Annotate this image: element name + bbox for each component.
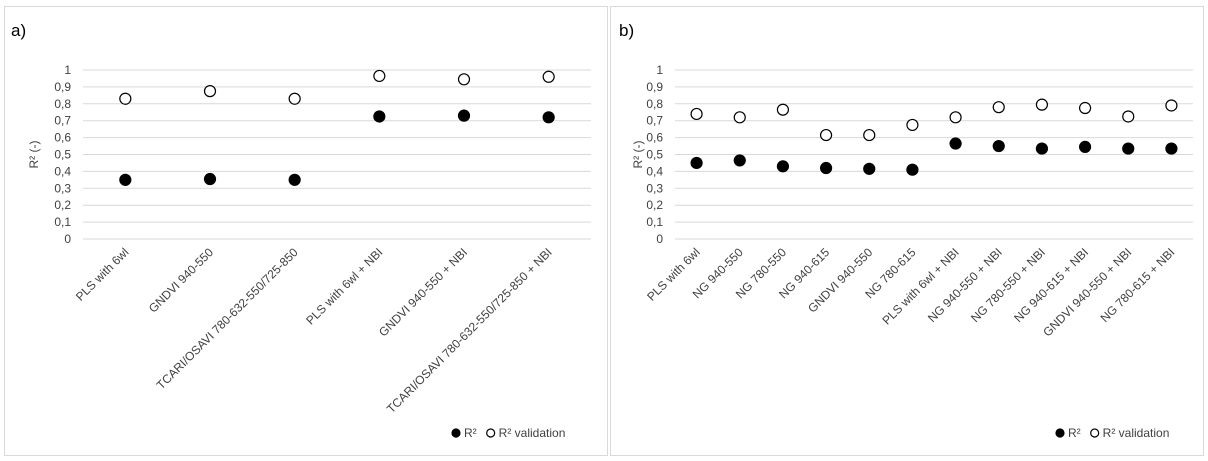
chart-a-point-r2-validation [457, 73, 471, 86]
chart-b-legend-label: R² validation [1103, 426, 1170, 440]
chart-b-y-tick-label: 1 [656, 63, 663, 77]
chart-a-legend-label: R² validation [499, 426, 566, 440]
chart-a-y-tick-label: 0,8 [54, 97, 71, 111]
chart-a-x-category-label: PLS with 6wl + NBI [303, 245, 385, 327]
chart-b-legend-label: R² [1068, 426, 1081, 440]
chart-b-x-category-label: PLS with 6wl + NBI [879, 245, 961, 327]
chart-b-point-r2 [1035, 142, 1049, 155]
chart-b-y-tick-label: 0,7 [646, 114, 663, 128]
chart-a-point-r2-validation [119, 92, 132, 105]
chart-b-y-tick-label: 0,1 [646, 215, 663, 229]
chart-b-y-tick-label: 0 [656, 232, 663, 246]
chart-b-point-r2-validation [1165, 99, 1178, 112]
chart-a-y-tick-label: 0,9 [54, 80, 71, 94]
chart-a-point-r2 [203, 172, 217, 186]
chart-b-point-r2 [992, 139, 1005, 153]
chart-a-y-tick-label: 1 [64, 63, 71, 77]
chart-a-legend-label: R² [464, 426, 477, 440]
chart-b-point-r2-validation [690, 107, 703, 121]
chart-b-point-r2-validation [992, 101, 1005, 114]
chart-b-y-tick-label: 0,6 [646, 131, 663, 145]
chart-b-y-tick-label: 0,8 [646, 97, 663, 111]
chart-b-point-r2-validation [1122, 110, 1135, 123]
chart-b-point-r2 [906, 163, 919, 176]
chart-b-y-axis-title: R² (-) [631, 141, 645, 169]
chart-b-point-r2-validation [863, 128, 876, 142]
chart-a-point-r2 [542, 111, 555, 124]
chart-a-y-axis-title: R² (-) [27, 141, 41, 169]
chart-a-panel-label: a) [11, 21, 26, 40]
chart-a-y-tick-label: 0,2 [54, 198, 71, 212]
chart-b-point-r2 [1078, 140, 1092, 153]
chart-b-point-r2-validation [776, 103, 790, 116]
chart-b-point-r2-validation [906, 118, 919, 132]
chart-b-y-tick-label: 0,5 [646, 148, 663, 162]
chart-b-x-category-label: NG 780-550 + NBI [968, 245, 1048, 325]
chart-panel-b: b) 0 0,1 0,2 0,3 0,4 0,5 0,6 0,7 0,8 0,9 1 R² (-) PLS… [610, 6, 1204, 456]
chart-b-point-r2-validation [1035, 98, 1049, 111]
chart-a-point-r2-validation [203, 85, 217, 98]
chart-b-y-tick-label: 0,2 [646, 198, 663, 212]
chart-a-point-r2-validation [288, 92, 301, 105]
chart-b-point-r2-validation [819, 128, 833, 142]
chart-b-legend-marker [1055, 428, 1065, 438]
chart-b-point-r2 [733, 154, 746, 167]
chart-a-x-category-label: TCARI/OSAVI 780-632-550/725-850 [154, 245, 301, 392]
chart-b-point-r2-validation [1078, 101, 1092, 115]
chart-a-point-r2 [119, 173, 132, 186]
chart-a-y-tick-label: 0,4 [54, 164, 71, 178]
chart-a-x-category-label: GNDVI 940-550 + NBI [376, 245, 470, 339]
chart-b-x-category-label: NG 940-550 + NBI [925, 245, 1005, 325]
chart-a-y-tick-label: 0,3 [54, 181, 71, 195]
chart-a-y-tick-label: 0,1 [54, 215, 71, 229]
chart-a-x-category-label: PLS with 6wl [73, 245, 131, 303]
chart-b-point-r2 [1165, 142, 1178, 155]
chart-a-point-r2 [288, 173, 301, 186]
chart-b-point-r2 [690, 156, 703, 170]
chart-a-y-tick-label: 0 [64, 232, 71, 246]
chart-a-point-r2-validation [373, 69, 386, 83]
chart-b-y-tick-label: 0,9 [646, 80, 663, 94]
chart-b-x-category-label: NG 780-615 + NBI [1098, 245, 1178, 325]
chart-a-y-tick-label: 0,5 [54, 148, 71, 162]
chart-b-legend-marker [1090, 428, 1100, 438]
chart-a-legend-marker [451, 428, 461, 438]
chart-a-point-r2 [373, 110, 386, 123]
chart-b-x-category-label: NG 940-615 + NBI [1011, 245, 1091, 325]
chart-a-point-r2-validation [542, 70, 555, 83]
chart-b-y-tick-label: 0,3 [646, 181, 663, 195]
chart-b-y-tick-label: 0,4 [646, 164, 663, 178]
chart-b-point-r2 [1122, 142, 1135, 155]
chart-a-y-tick-label: 0,6 [54, 131, 71, 145]
chart-panel-a: a) 0 0,1 0,2 0,3 0,4 0,5 0,6 0,7 0,8 0,9 1 R² (-) PLS… [4, 6, 608, 456]
chart-b-svg: b) 0 0,1 0,2 0,3 0,4 0,5 0,6 0,7 0,8 0,9 1 R² (-) PLS… [619, 21, 1193, 440]
chart-a-point-r2 [457, 109, 471, 122]
chart-a-svg: a) 0 0,1 0,2 0,3 0,4 0,5 0,6 0,7 0,8 0,9 1 R² (-) PLS… [11, 21, 591, 440]
chart-a-y-tick-label: 0,7 [54, 114, 71, 128]
chart-b-point-r2-validation [733, 111, 746, 124]
chart-b-point-r2 [819, 161, 833, 175]
chart-a-legend-marker [486, 428, 496, 438]
chart-a-x-category-label: TCARI/OSAVI 780-632-550/725-850 + NBI [384, 245, 555, 416]
chart-b-point-r2 [776, 160, 790, 173]
chart-b-panel-label: b) [619, 21, 634, 40]
chart-a-x-category-label: GNDVI 940-550 [146, 245, 217, 316]
chart-b-point-r2-validation [949, 111, 962, 124]
chart-b-point-r2 [949, 137, 962, 150]
chart-b-point-r2 [863, 162, 876, 175]
